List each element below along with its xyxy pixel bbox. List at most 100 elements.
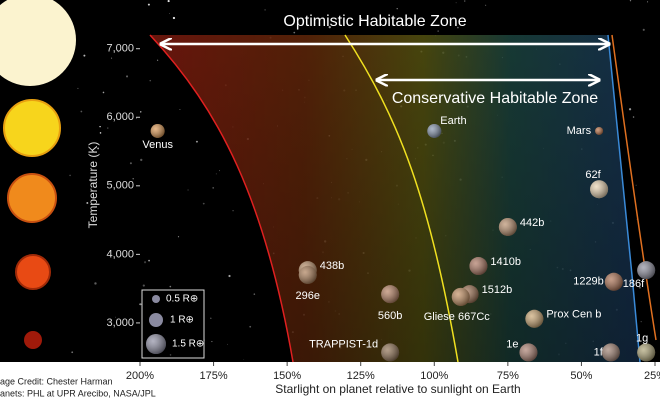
inner-conservative-edge bbox=[344, 34, 459, 363]
background-star bbox=[115, 316, 116, 318]
planet-shade bbox=[451, 287, 470, 306]
planet-shade bbox=[469, 257, 488, 276]
legend-icon bbox=[149, 313, 163, 327]
planet-label: 560b bbox=[378, 310, 402, 322]
background-star bbox=[71, 351, 74, 354]
star-m bbox=[15, 254, 51, 290]
background-star bbox=[293, 31, 296, 34]
background-star bbox=[437, 30, 439, 32]
x-tick-label: 150% bbox=[273, 370, 301, 382]
background-star bbox=[328, 25, 331, 29]
planet-label: 1410b bbox=[490, 256, 521, 268]
optimistic-zone-label: Optimistic Habitable Zone bbox=[283, 13, 466, 30]
background-star bbox=[647, 1, 649, 3]
y-tick-label: 7,000 bbox=[106, 43, 134, 55]
planet-shade bbox=[604, 272, 623, 291]
background-star bbox=[629, 0, 632, 2]
planet-label: Venus bbox=[142, 139, 173, 151]
x-tick-label: 125% bbox=[347, 370, 375, 382]
planet-label: Gliese 667Cc bbox=[424, 311, 491, 323]
planet-shade bbox=[601, 343, 620, 362]
y-axis-label: Temperature (K) bbox=[86, 142, 100, 229]
x-axis-label: Starlight on planet relative to sunlight… bbox=[275, 382, 520, 396]
star-late-m bbox=[24, 331, 42, 349]
planet-shade bbox=[590, 180, 609, 199]
planet-label: 62f bbox=[585, 169, 601, 181]
zone-shade bbox=[140, 35, 655, 362]
background-star bbox=[642, 28, 645, 31]
x-tick-label: 175% bbox=[200, 370, 228, 382]
planet-shade bbox=[595, 126, 604, 135]
legend-label: 1 R⊕ bbox=[170, 315, 194, 326]
background-star bbox=[129, 162, 132, 165]
credit: age Credit: Chester Harman bbox=[0, 376, 113, 386]
x-tick-label: 25% bbox=[644, 370, 660, 382]
planet-label: 1g bbox=[636, 332, 648, 344]
legend-label: 1.5 R⊕ bbox=[172, 339, 204, 350]
background-star bbox=[485, 4, 487, 6]
background-star bbox=[117, 51, 119, 53]
planet-shade bbox=[150, 123, 165, 138]
background-star bbox=[77, 87, 79, 89]
planet-label: 1f bbox=[594, 346, 604, 358]
background-star bbox=[80, 110, 83, 113]
planet-label: Earth bbox=[440, 115, 466, 127]
background-star bbox=[111, 57, 113, 59]
planet-shade bbox=[519, 343, 538, 362]
planet-label: 186f bbox=[623, 278, 645, 290]
background-star bbox=[69, 174, 71, 177]
x-tick-label: 50% bbox=[570, 370, 592, 382]
background-star bbox=[83, 54, 86, 57]
background-star bbox=[396, 8, 398, 10]
outer-conservative-edge bbox=[607, 34, 641, 363]
background-star bbox=[99, 132, 102, 134]
planet-label: Mars bbox=[567, 125, 592, 137]
x-tick-label: 100% bbox=[420, 370, 448, 382]
background-star bbox=[147, 3, 150, 6]
planet-shade bbox=[427, 123, 442, 138]
y-tick-label: 6,000 bbox=[106, 111, 134, 123]
planet-label: 438b bbox=[320, 260, 344, 272]
background-star bbox=[169, 12, 170, 14]
background-star bbox=[99, 125, 101, 128]
planet-shade bbox=[298, 265, 317, 284]
planet-shade bbox=[381, 343, 400, 362]
outer-optimistic-edge bbox=[611, 34, 657, 341]
background-star bbox=[86, 201, 89, 204]
background-star bbox=[94, 282, 97, 285]
background-star bbox=[102, 91, 105, 94]
star-k bbox=[7, 173, 57, 223]
planet-label: 1512b bbox=[482, 284, 513, 296]
legend-label: 0.5 R⊕ bbox=[166, 294, 198, 305]
conservative-zone-label: Conservative Habitable Zone bbox=[392, 90, 598, 107]
x-tick-label: 75% bbox=[497, 370, 519, 382]
background-star bbox=[132, 177, 134, 180]
background-star bbox=[455, 2, 457, 4]
legend-icon bbox=[152, 295, 160, 303]
background-star bbox=[264, 9, 266, 11]
background-star bbox=[360, 18, 363, 20]
star-f bbox=[0, 0, 76, 86]
y-tick-label: 5,000 bbox=[106, 180, 134, 192]
background-star bbox=[107, 127, 109, 129]
planet-shade bbox=[381, 285, 400, 304]
background-star bbox=[136, 117, 137, 119]
background-star bbox=[172, 16, 176, 20]
planet-shade bbox=[525, 309, 544, 328]
planet-shade bbox=[637, 343, 656, 362]
planet-label: TRAPPIST-1d bbox=[309, 338, 378, 350]
background-star bbox=[125, 75, 129, 78]
planet-label: 1e bbox=[506, 338, 518, 350]
background-star bbox=[167, 0, 170, 3]
legend-icon-shade bbox=[146, 334, 166, 354]
planet-shade bbox=[637, 261, 656, 280]
planet-label: Prox Cen b bbox=[546, 309, 601, 321]
planet-label: 442b bbox=[520, 217, 544, 229]
star-g bbox=[3, 99, 61, 157]
planet-label: 296e bbox=[296, 290, 320, 302]
y-tick-label: 4,000 bbox=[106, 248, 134, 260]
x-tick-label: 200% bbox=[126, 370, 154, 382]
background-star bbox=[457, 26, 459, 29]
credit: anets: PHL at UPR Arecibo, NASA/JPL bbox=[0, 388, 156, 398]
